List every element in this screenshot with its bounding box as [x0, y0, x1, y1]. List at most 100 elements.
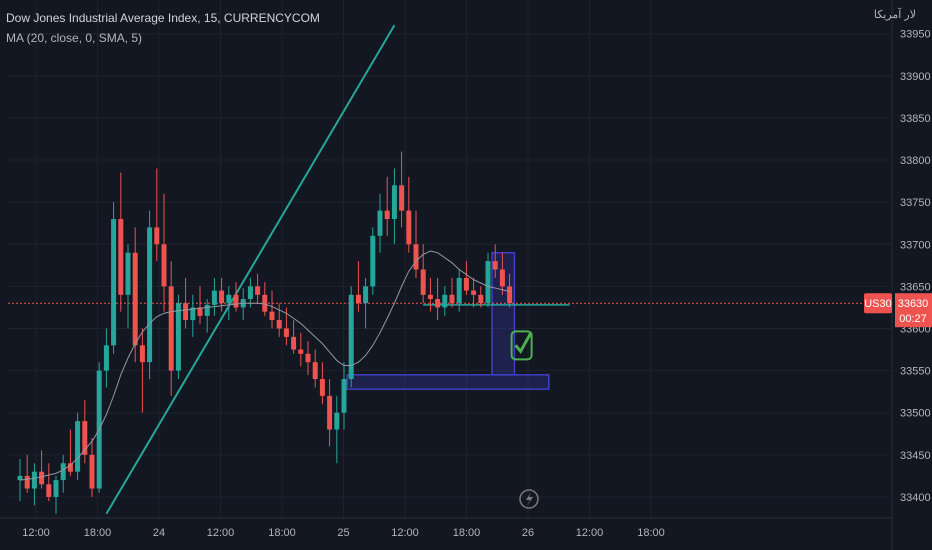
price-tag-countdown: 00:27	[899, 313, 927, 325]
time-tick-label: 12:00	[207, 527, 235, 539]
candle-body	[363, 286, 369, 304]
lightning-bolt-icon	[526, 492, 533, 506]
price-tick-label: 33900	[900, 71, 931, 83]
candle-body	[471, 290, 477, 295]
projection-box	[491, 251, 516, 376]
chart-legend: Dow Jones Industrial Average Index, 15, …	[6, 8, 320, 48]
check-icon	[510, 330, 533, 361]
candle-body	[355, 294, 361, 304]
time-tick-label: 24	[153, 527, 165, 539]
symbol-tag-label: US30	[864, 298, 892, 310]
candle-body	[427, 294, 433, 300]
candle-body	[46, 484, 52, 497]
candle-body	[449, 294, 455, 304]
candle-body	[247, 286, 253, 300]
candle-body	[190, 307, 196, 321]
symbol-title: Dow Jones Industrial Average Index, 15, …	[6, 11, 320, 25]
lightning-icon	[519, 489, 539, 509]
candle-body	[204, 304, 210, 316]
candle-body	[111, 218, 117, 346]
candle-body	[435, 299, 441, 308]
candle-body	[197, 307, 203, 316]
candle-body	[384, 210, 390, 219]
time-tick-label: 18:00	[637, 527, 665, 539]
check-mark-icon	[514, 332, 532, 354]
candle-body	[334, 412, 340, 430]
candle-body	[507, 286, 513, 304]
candle-body	[219, 290, 225, 304]
price-tick-label: 33800	[900, 155, 931, 167]
candle-body	[276, 320, 282, 329]
candle-body	[31, 471, 37, 489]
candle-body	[89, 454, 95, 489]
candle-body	[154, 227, 160, 245]
candle-body	[211, 290, 217, 305]
time-tick-label: 25	[337, 527, 349, 539]
candle-body	[377, 210, 383, 236]
ma-indicator-label[interactable]: MA (20, close, 0, SMA, 5)	[6, 31, 143, 45]
candle-body	[233, 294, 239, 308]
time-tick-label: 18:00	[453, 527, 481, 539]
candle-body	[82, 421, 88, 455]
candle-body	[478, 294, 484, 304]
candle-body	[370, 235, 376, 287]
candle-body	[53, 480, 59, 497]
candle-body	[17, 475, 23, 481]
candle-body	[499, 269, 505, 287]
candle-body	[442, 294, 448, 308]
candle-body	[75, 421, 81, 472]
candle-body	[168, 286, 174, 371]
candle-body	[255, 286, 261, 295]
price-tag-value: 33630	[898, 298, 929, 310]
price-tick-label: 33450	[900, 450, 931, 462]
candle-body	[118, 218, 124, 295]
candle-body	[226, 294, 232, 304]
candle-body	[269, 311, 275, 321]
time-tick-label: 18:00	[268, 527, 296, 539]
candle-body	[463, 277, 469, 291]
demand-zone-box	[346, 374, 550, 390]
candle-body	[132, 252, 138, 346]
candle-body	[183, 303, 189, 321]
ma-line	[19, 250, 510, 481]
candle-body	[341, 379, 347, 413]
candle-body	[406, 210, 412, 245]
candle-body	[391, 185, 397, 219]
candle-body	[420, 269, 426, 295]
time-tick-label: 12:00	[391, 527, 419, 539]
candle-body	[485, 261, 491, 304]
price-tick-label: 33950	[900, 29, 931, 41]
candle-body	[60, 463, 66, 481]
price-tick-label: 33500	[900, 408, 931, 420]
candle-body	[67, 463, 73, 472]
candle-body	[161, 244, 167, 287]
candle-body	[327, 395, 333, 430]
candle-body	[103, 345, 109, 371]
price-tick-label: 33700	[900, 239, 931, 251]
candle-body	[319, 379, 325, 396]
candle-body	[305, 353, 311, 363]
time-tick-label: 12:00	[576, 527, 604, 539]
price-tick-label: 33750	[900, 197, 931, 209]
candle-body	[312, 362, 318, 380]
symbol-tag	[864, 293, 892, 314]
candle-body	[348, 294, 354, 380]
candle-body	[262, 294, 268, 312]
candle-body	[147, 227, 153, 363]
candle-body	[283, 328, 289, 337]
candle-body	[139, 345, 145, 363]
price-tick-label: 33850	[900, 113, 931, 125]
candle-body	[24, 475, 30, 489]
time-tick-label: 18:00	[84, 527, 112, 539]
candle-body	[413, 244, 419, 270]
price-tag	[895, 293, 932, 328]
time-tick-label: 26	[522, 527, 534, 539]
trendline	[105, 24, 396, 515]
candle-body	[39, 471, 45, 485]
price-tick-label: 33650	[900, 281, 931, 293]
time-tick-label: 12:00	[22, 527, 50, 539]
candle-body	[492, 261, 498, 270]
candle-body	[175, 303, 181, 371]
candle-body	[298, 349, 304, 354]
